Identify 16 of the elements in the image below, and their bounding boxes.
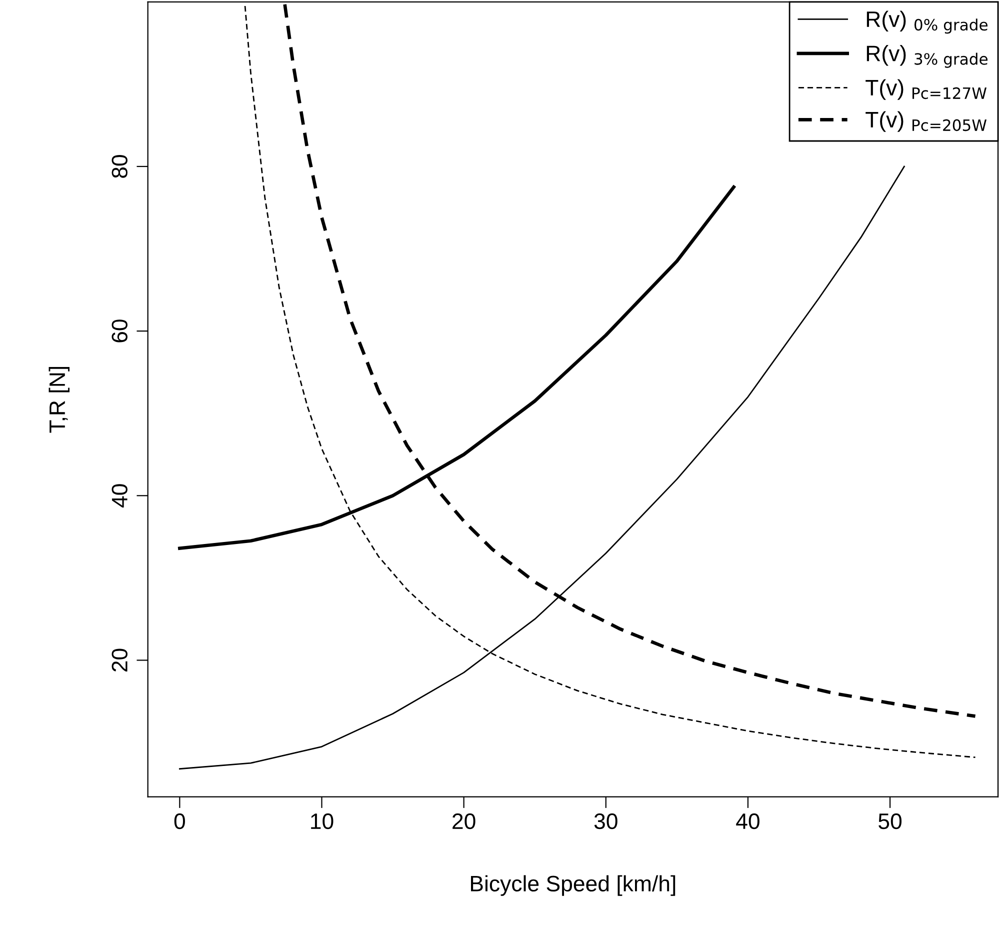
x-tick-label: 0: [174, 813, 185, 830]
x-axis-title: Bicycle Speed [km/h]: [471, 875, 676, 896]
legend-label: R(v) $_{3% grade}$: [866, 44, 988, 68]
y-tick-label: 40: [112, 484, 128, 508]
x-tick-label: 40: [736, 813, 760, 830]
y-tick-label: 20: [112, 648, 128, 672]
y-tick-label: 60: [112, 320, 128, 342]
legend-label: T(v) $_{Pc=127W}$: [866, 79, 987, 100]
y-axis-title: T,R [N]: [48, 366, 70, 433]
legend-label: R(v) $_{0% grade}$: [866, 10, 988, 34]
x-tick-label: 10: [311, 813, 334, 830]
y-tick-label: 80: [112, 154, 128, 178]
x-tick-label: 50: [878, 813, 902, 830]
x-tick-label: 20: [452, 813, 476, 830]
x-tick-label: 30: [594, 813, 618, 830]
legend-label: T(v) $_{Pc=205W}$: [866, 111, 987, 132]
